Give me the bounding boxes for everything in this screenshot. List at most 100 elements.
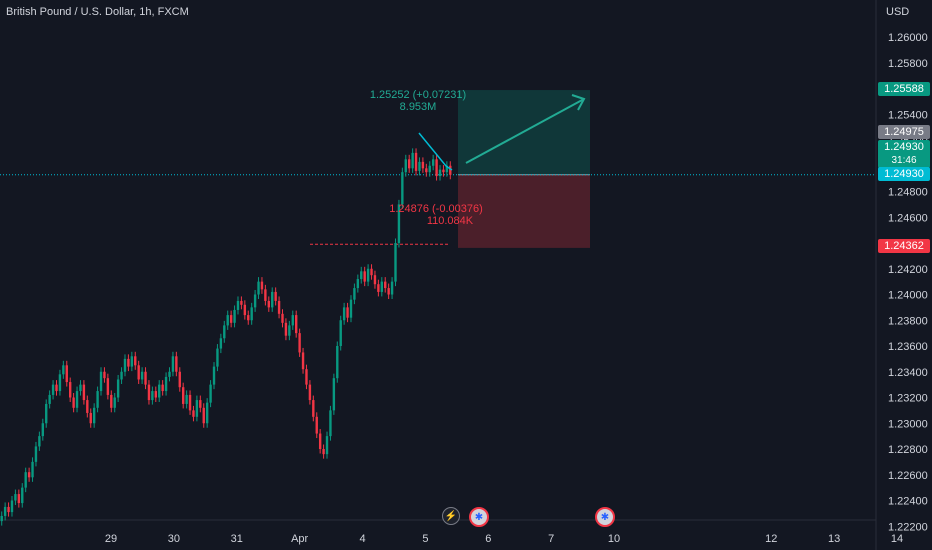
candle-body [216,348,219,367]
candle-body [264,289,267,301]
candle-body [260,281,264,290]
x-tick-label: 12 [765,533,777,545]
y-tick-label: 1.23200 [888,393,928,405]
candle-body [199,400,202,408]
y-tick-label: 1.22200 [888,521,928,533]
candle-body [363,271,366,282]
candle-body [421,161,425,169]
candle-body [137,365,140,380]
candle-body [110,394,113,408]
candle-body [10,500,14,513]
candle-body [253,294,257,308]
candle-body [86,400,89,413]
y-tick-label: 1.25800 [888,58,928,70]
candle-body [366,268,370,282]
candle-body [171,356,175,372]
y-tick-label: 1.23600 [888,341,928,353]
candle-body [68,382,72,398]
y-tick-label: 1.26000 [888,32,928,44]
loss-zone [458,174,590,248]
candle-body [346,307,349,318]
x-tick-label: Apr [291,533,308,545]
candle-body [17,494,21,504]
candle-body [356,279,360,289]
candle-body [62,365,65,375]
candle-body [134,356,137,366]
candle-body [45,403,48,424]
candle-body [113,397,116,408]
candle-body [342,307,346,321]
candle-body [301,352,305,370]
price-badge-value: 1.24975 [884,126,924,138]
us-flag-icon[interactable]: ✱ [595,507,615,527]
candle-body [202,407,205,424]
y-tick-label: 1.22400 [888,496,928,508]
currency-label: USD [886,6,910,18]
candle-body [92,407,96,424]
x-tick-label: 13 [828,533,840,545]
candle-body [294,315,298,334]
y-tick-label: 1.24600 [888,212,928,224]
stop-label: 1.24876 (-0.00376) [389,203,483,215]
candle-body [449,165,452,175]
candle-body [7,506,10,513]
candle-body [223,325,226,339]
candle-body [318,433,322,449]
candle-body [79,384,82,392]
candle-body [175,356,178,372]
candle-body [431,159,435,166]
candle-body [0,515,3,522]
price-badge: 1.25588 [878,82,930,96]
candle-body [178,371,181,388]
candle-body [428,165,431,173]
candle-body [315,416,318,434]
price-badge-value: 1.25588 [884,83,924,95]
trend-arrow-head [571,94,586,111]
candle-body [384,281,387,289]
y-tick-label: 1.25400 [888,109,928,121]
candle-body [322,449,325,455]
candle-body [48,394,51,404]
pattern-drawing [418,132,453,171]
candle-body [151,391,154,401]
candle-body [96,391,99,408]
target-sublabel: 8.953M [400,101,437,113]
x-tick-label: 14 [891,533,903,545]
candle-body [247,315,250,321]
candle-body [144,371,147,385]
candle-body [373,275,377,285]
candle-body [271,291,274,308]
candle-body [394,243,397,282]
x-tick-label: 10 [608,533,620,545]
x-tick-label: 7 [548,533,554,545]
candle-body [445,165,449,173]
candle-body [58,374,62,392]
y-tick-label: 1.22600 [888,470,928,482]
candle-body [3,506,7,516]
us-flag-icon[interactable]: ✱ [469,507,489,527]
candle-body [229,315,233,323]
candle-body [325,436,329,455]
candle-body [205,402,209,424]
candle-body [387,288,390,295]
candle-body [243,304,247,316]
candle-body [298,333,301,353]
y-tick-label: 1.24800 [888,187,928,199]
candle-body [154,391,158,398]
candle-body [236,300,240,310]
candle-body [267,300,271,308]
price-badge: 1.24975 [878,125,930,139]
x-tick-label: 31 [231,533,243,545]
candle-body [336,346,339,379]
target-label: 1.25252 (+0.07231) [370,89,466,101]
symbol-title[interactable]: British Pound / U.S. Dollar, 1h, FXCM [6,6,189,18]
candle-body [27,472,31,478]
price-badge-value: 1.24362 [884,240,924,252]
candle-body [130,356,134,367]
lightning-icon[interactable]: ⚡ [442,507,460,525]
candle-body [185,394,188,404]
candle-body [404,159,407,173]
candle-body [65,365,68,383]
